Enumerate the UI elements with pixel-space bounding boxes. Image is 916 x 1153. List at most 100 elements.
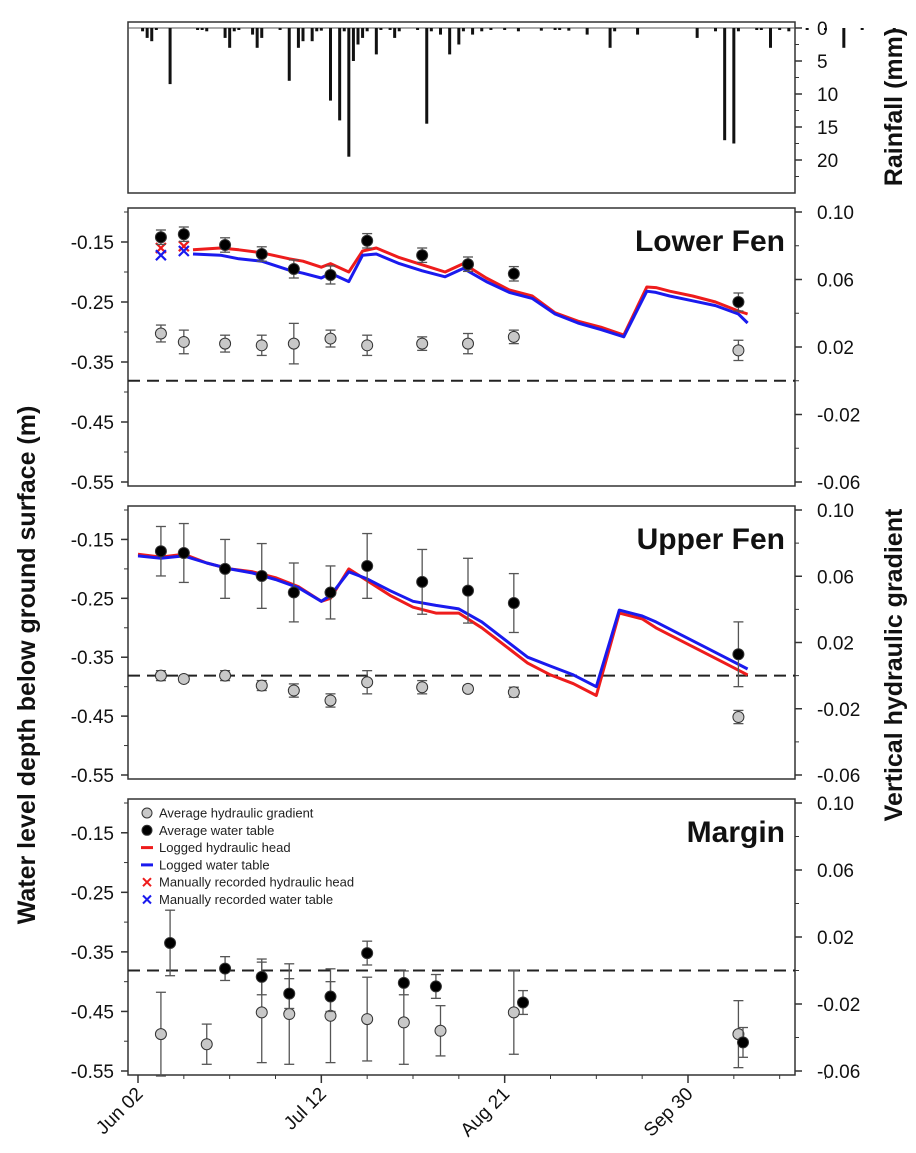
rainfall-bar: [457, 28, 461, 45]
rainfall-tick-label: 20: [817, 151, 838, 172]
average-water-table-point: [737, 1036, 749, 1049]
legend-marker: [142, 877, 152, 887]
rainfall-bar: [805, 28, 809, 30]
rainfall-bar: [251, 28, 255, 35]
left-tick-label: -0.45: [71, 413, 114, 434]
y-axis-title: Water level depth below ground surface (…: [13, 406, 41, 925]
right-tick-label: -0.06: [817, 766, 860, 787]
average-hydraulic-gradient-point: [219, 337, 232, 350]
average-water-table-point: [177, 546, 190, 559]
rainfall-bar: [365, 28, 369, 32]
average-water-table-point: [154, 231, 167, 244]
average-hydraulic-gradient-point: [200, 1038, 213, 1051]
x-axis: Jun 02 Jul 12 Aug 21 Sep 30: [92, 1075, 826, 1141]
legend-label: Logged water table: [159, 857, 270, 872]
average-hydraulic-gradient-point: [177, 335, 190, 348]
rainfall-bar: [636, 28, 640, 35]
rainfall-bar: [448, 28, 452, 55]
rainfall-bar: [778, 28, 782, 30]
right-tick-label: 0.10: [817, 794, 854, 815]
x-tick-label: Sep 30: [640, 1084, 697, 1141]
left-tick-label: -0.15: [71, 530, 114, 551]
rainfall-bar: [154, 28, 158, 30]
rainfall-bar: [205, 28, 209, 32]
rainfall-bar: [200, 28, 204, 30]
left-tick-label: -0.45: [71, 707, 114, 728]
average-hydraulic-gradient-point: [434, 1024, 447, 1037]
average-water-table-point: [255, 248, 268, 260]
right-tick-label: 0.10: [817, 203, 854, 224]
logged-water-table-line: [137, 554, 749, 689]
manual-water-table-marker: [178, 245, 190, 257]
average-water-table-point: [255, 970, 268, 983]
rainfall-bar: [480, 28, 484, 32]
right-tick-label: -0.02: [817, 406, 860, 427]
average-water-table-point: [219, 562, 232, 575]
left-tick-label: -0.25: [71, 293, 114, 314]
rainfall-bar: [232, 28, 236, 32]
rainfall-bar: [393, 28, 397, 38]
average-water-table-point: [397, 976, 410, 989]
average-water-table-point: [517, 996, 529, 1009]
rainfall-bar: [608, 28, 612, 48]
average-hydraulic-gradient-point: [324, 332, 337, 345]
rainfall-bar: [755, 28, 759, 30]
lower-fen-panel: -0.15 -0.25 -0.35 -0.45 -0.55 0.10 0.06 0.02 -0.…: [71, 203, 861, 494]
right-tick-label: 0.02: [817, 338, 854, 359]
left-tick-label: -0.35: [71, 648, 114, 669]
average-hydraulic-gradient-point: [324, 694, 337, 707]
rainfall-tick-label: 15: [817, 118, 838, 139]
right-tick-label: -0.06: [817, 473, 860, 494]
rainfall-bar: [351, 28, 355, 61]
rainfall-bar: [374, 28, 378, 55]
rainfall-bar: [439, 28, 442, 35]
manual-hydraulic-head-marker: [178, 240, 190, 252]
average-hydraulic-gradient-point: [287, 337, 300, 350]
average-water-table-point: [287, 263, 300, 275]
rainfall-bar: [585, 28, 589, 35]
average-hydraulic-gradient-point: [462, 682, 474, 695]
rainfall-bar: [228, 28, 232, 48]
rainfall-bar: [301, 28, 305, 42]
rainfall-bar: [168, 28, 172, 85]
left-tick-label: -0.25: [71, 589, 114, 610]
upper-fen-panel: -0.15 -0.25 -0.35 -0.45 -0.55 0.10 0.06 0.02 -0.…: [71, 501, 861, 787]
legend-marker: [141, 807, 153, 819]
average-hydraulic-gradient-point: [732, 711, 745, 724]
right-tick-label: -0.02: [817, 995, 860, 1016]
average-water-table-point: [507, 597, 520, 610]
left-tick-label: -0.55: [71, 473, 114, 494]
x-tick-label: Jul 12: [280, 1084, 331, 1135]
average-hydraulic-gradient-point: [416, 681, 429, 694]
rainfall-bar: [347, 28, 351, 157]
average-water-table-point: [287, 586, 300, 599]
average-hydraulic-gradient-point: [283, 1008, 296, 1021]
right-tick-label: 0.02: [817, 634, 854, 655]
average-water-table-point: [324, 990, 337, 1003]
rainfall-frame: [127, 21, 796, 194]
rainfall-tick-label: 0: [817, 19, 828, 40]
average-water-table-point: [324, 586, 337, 599]
average-hydraulic-gradient-point: [255, 1006, 268, 1019]
rainfall-bar: [695, 28, 699, 38]
rainfall-bar: [553, 28, 557, 30]
average-water-table-point: [164, 936, 177, 949]
right-tick-label: -0.02: [817, 700, 860, 721]
average-water-table-point: [255, 569, 268, 582]
average-hydraulic-gradient-point: [361, 1013, 374, 1026]
panel-title: Upper Fen: [637, 523, 785, 556]
average-hydraulic-gradient-point: [361, 676, 374, 689]
rainfall-bar: [310, 28, 314, 42]
rainfall-bar: [860, 28, 864, 30]
rainfall-bar: [842, 28, 846, 48]
average-hydraulic-gradient-point: [507, 330, 520, 343]
right-tick-label: 0.02: [817, 928, 854, 949]
rainfall-bar: [361, 28, 365, 38]
rainfall-bar: [461, 28, 465, 32]
average-hydraulic-gradient-point: [255, 679, 268, 692]
rainfall-bar: [287, 28, 291, 81]
average-hydraulic-gradient-point: [154, 327, 167, 340]
rainfall-bar: [196, 28, 200, 30]
rainfall-bar: [613, 28, 617, 32]
left-tick-label: -0.35: [71, 353, 114, 374]
